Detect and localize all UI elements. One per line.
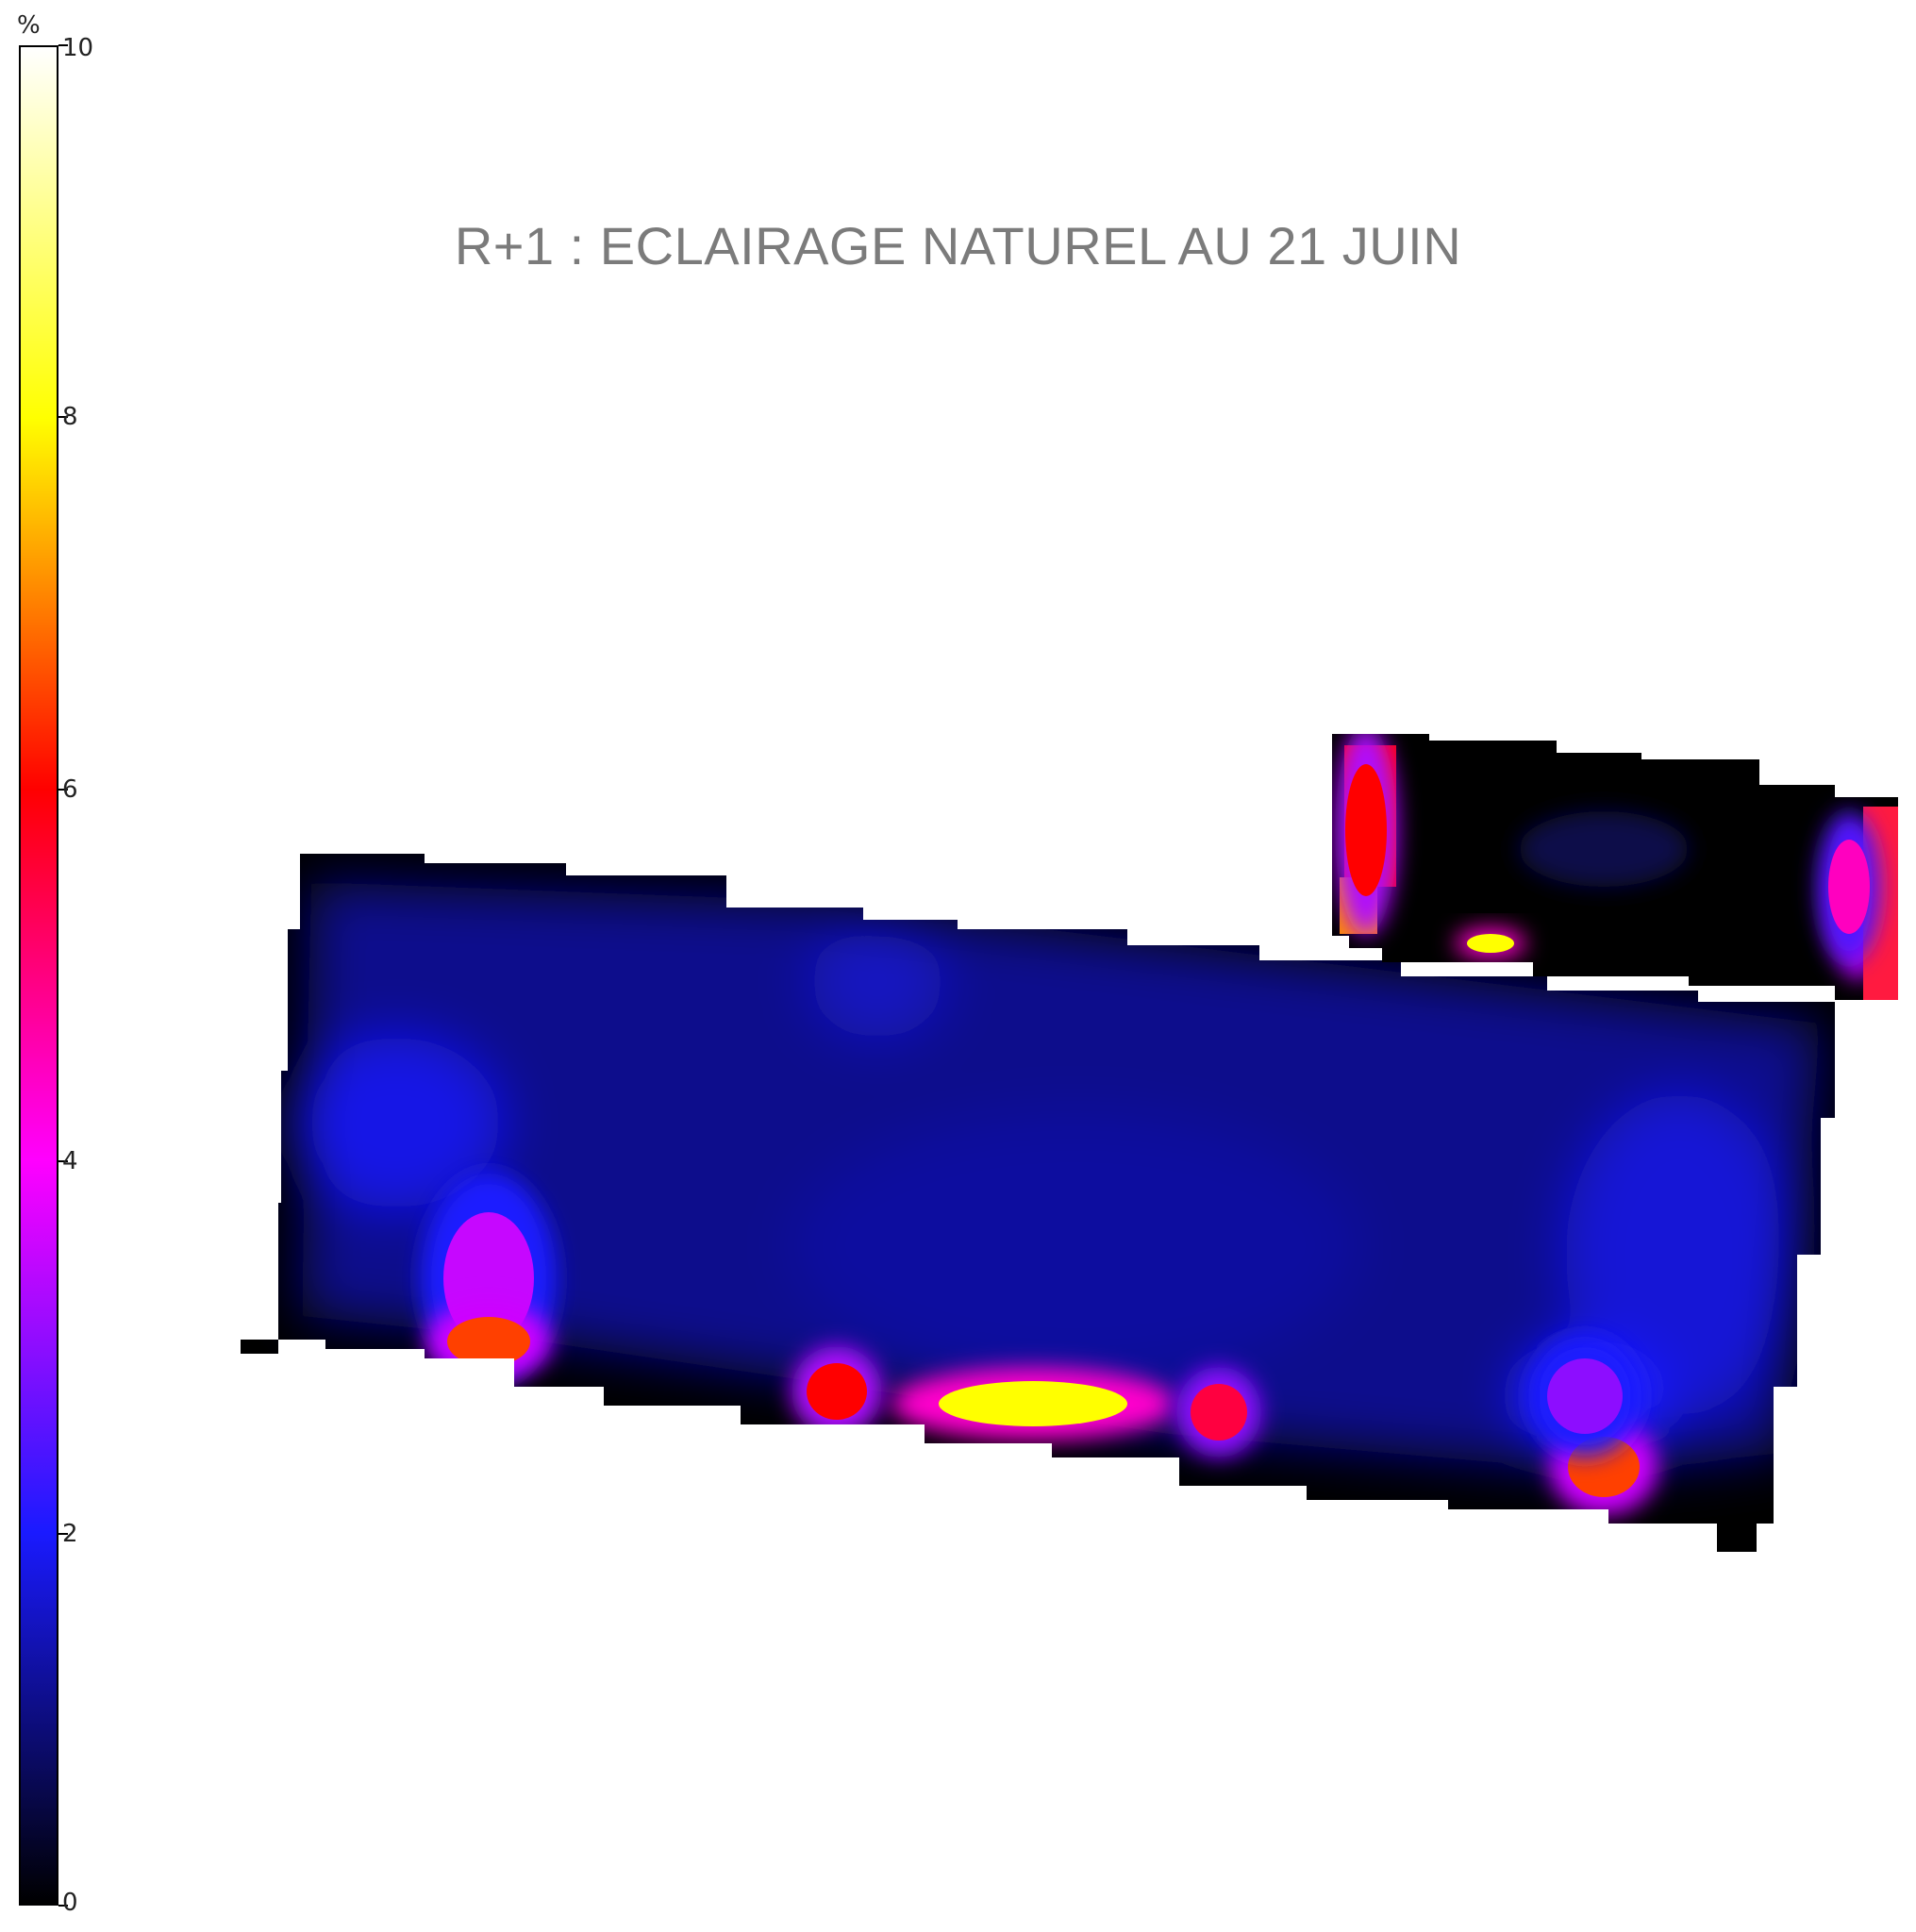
hotspot: [1191, 1384, 1247, 1441]
hotspot: [807, 1363, 867, 1420]
colorbar-tick-mark: [58, 1905, 68, 1907]
hotspot: [447, 1317, 530, 1366]
colorbar: [19, 45, 58, 1906]
colorbar-tick-label: 10: [62, 34, 94, 62]
colorbar-tick-mark: [58, 788, 68, 791]
hotspot: [1828, 840, 1870, 934]
colorbar-tick-label: 0: [62, 1889, 78, 1917]
hotspot: [1345, 764, 1387, 896]
colorbar-tick-label: 6: [62, 774, 78, 804]
annex-zone: [1332, 734, 1898, 1000]
colorbar-tick-mark: [58, 1532, 68, 1535]
colorbar-tick-label: 4: [62, 1147, 78, 1176]
chart-title: R+1 : ECLAIRAGE NATUREL AU 21 JUIN: [454, 216, 1462, 275]
hotspots: [421, 734, 1880, 1516]
colorbar-tick-mark: [58, 416, 68, 419]
colorbar-tick-label: 2: [62, 1519, 78, 1548]
colorbar-tick-mark: [58, 44, 68, 46]
colorbar-tick-mark: [58, 1160, 68, 1163]
hotspot: [1467, 934, 1514, 953]
colorbar-unit-label: %: [17, 11, 41, 40]
hotspot: [939, 1381, 1127, 1426]
hotspot: [1547, 1358, 1623, 1434]
colorbar-tick-label: 8: [62, 403, 78, 432]
